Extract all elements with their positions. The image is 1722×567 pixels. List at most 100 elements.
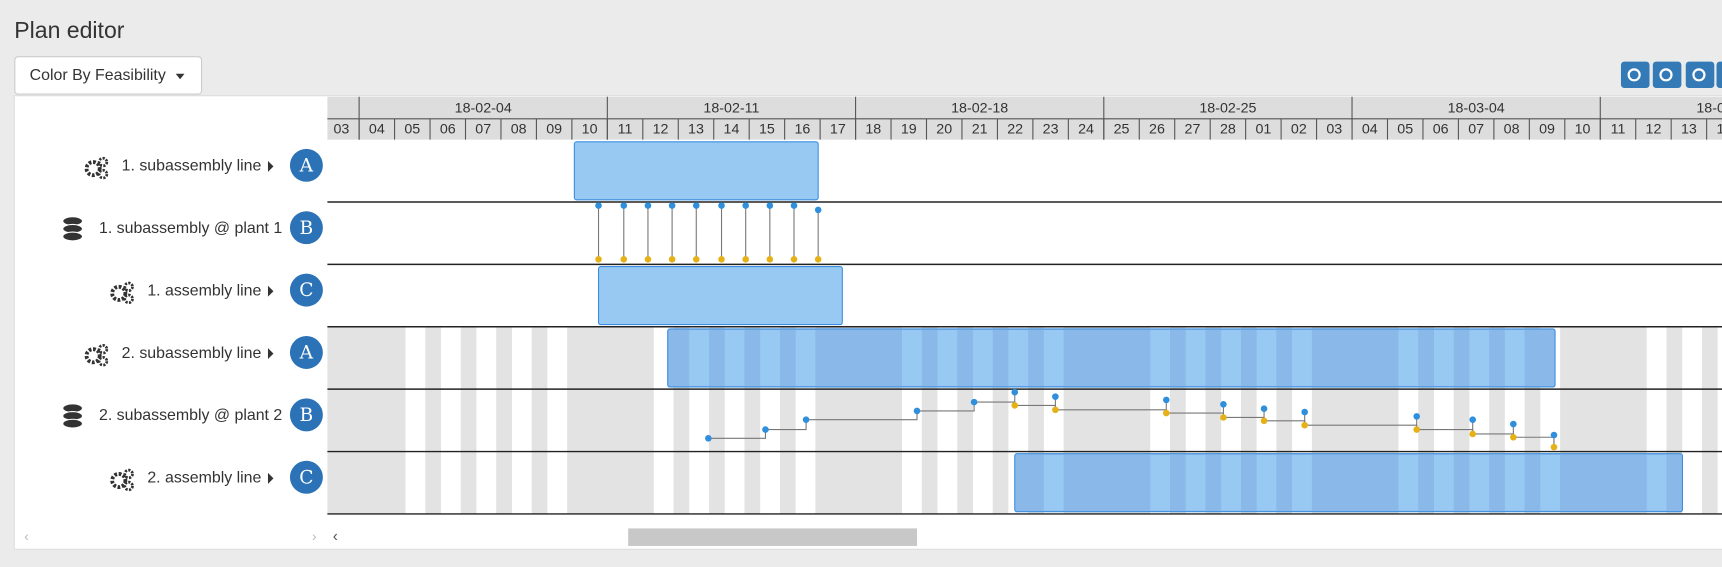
bar-shade xyxy=(1008,330,1029,386)
day-label: 24 xyxy=(1078,122,1094,138)
day-label: 19 xyxy=(901,122,917,138)
expand-caret[interactable] xyxy=(267,348,274,360)
produce-dot xyxy=(802,416,810,423)
bar-shade xyxy=(1398,330,1419,386)
scroll-left[interactable]: ‹ xyxy=(24,529,29,545)
bar-shade xyxy=(724,330,745,386)
badge-letter: C xyxy=(299,280,313,301)
day-label: 18 xyxy=(865,122,881,138)
bar-shade xyxy=(1043,454,1064,511)
bar-shade xyxy=(1504,330,1525,386)
toolbar-icon[interactable] xyxy=(1627,68,1641,82)
operation-bar[interactable] xyxy=(573,141,819,201)
produce-dot xyxy=(1260,405,1268,412)
day-label: 14 xyxy=(724,122,740,138)
day-label: 13 xyxy=(1681,122,1697,138)
badge xyxy=(289,335,323,369)
consume-dot xyxy=(1301,421,1308,429)
expand-caret[interactable] xyxy=(267,285,274,297)
produce-dot xyxy=(1469,416,1476,423)
bar-shade xyxy=(1398,454,1419,511)
bar-shade xyxy=(689,330,710,386)
day-label: 05 xyxy=(1397,122,1413,138)
row-label: 1. subassembly line xyxy=(122,158,262,175)
operation-bar[interactable] xyxy=(1014,453,1684,513)
consume-dot xyxy=(1052,406,1059,414)
consume-dot xyxy=(692,256,700,263)
day-label: 23 xyxy=(1043,122,1059,138)
day-label: 10 xyxy=(582,122,598,138)
operation-bar[interactable] xyxy=(597,266,843,326)
day-label: 12 xyxy=(653,122,669,138)
toolbar-button[interactable] xyxy=(1620,61,1650,89)
produce-dot xyxy=(1510,420,1517,428)
consume-dot xyxy=(790,256,798,263)
gantt: 18-02-04 18-02-11 18-02-18 18-02-25 18-03-04… xyxy=(327,96,1722,515)
toolbar xyxy=(1620,61,1722,89)
day-label: 04 xyxy=(1362,122,1378,138)
produce-dot xyxy=(595,202,602,209)
working-time xyxy=(1717,326,1722,514)
toolbar-button[interactable] xyxy=(1685,61,1715,89)
day-label: 17 xyxy=(830,122,846,138)
button-frame[interactable] xyxy=(14,56,203,95)
expand-caret[interactable] xyxy=(267,160,274,172)
day-label: 15 xyxy=(759,122,775,138)
bar-shade xyxy=(1540,454,1561,511)
bar-shade xyxy=(937,330,958,386)
bar-shade xyxy=(1433,454,1454,511)
consume-dot xyxy=(718,256,725,263)
consume-dot xyxy=(1163,409,1170,417)
week-label: 18-02-18 xyxy=(951,101,1008,117)
day-label: 14 xyxy=(1716,122,1722,138)
toolbar-button[interactable] xyxy=(1716,61,1722,89)
row-label: 1. subassembly @ plant 1 xyxy=(99,220,282,237)
toolbar-icon[interactable] xyxy=(1692,68,1706,82)
operation-bar[interactable] xyxy=(667,328,1556,388)
consume-dot xyxy=(1260,417,1268,425)
week-label: 18-02-04 xyxy=(455,101,512,117)
badge xyxy=(289,211,323,245)
bar-shade xyxy=(1504,454,1525,511)
scroll-thumb[interactable] xyxy=(628,528,918,546)
caret[interactable] xyxy=(175,73,185,80)
day-label: 02 xyxy=(1291,122,1307,138)
working-time xyxy=(511,326,532,514)
working-time xyxy=(476,326,497,514)
bar-shade xyxy=(1469,454,1490,511)
produce-dot xyxy=(718,202,725,209)
gear-icon xyxy=(110,472,128,490)
day-label: 22 xyxy=(1007,122,1023,138)
bar-shade xyxy=(1256,330,1277,386)
scrollbars: ‹ › ‹ xyxy=(24,528,918,546)
consume-dot xyxy=(644,256,652,263)
produce-dot xyxy=(1163,396,1170,404)
day-label: 07 xyxy=(475,122,491,138)
toolbar-icon[interactable] xyxy=(1659,68,1673,82)
bar-shade xyxy=(1292,454,1312,511)
gear-icon xyxy=(97,356,109,367)
working-time xyxy=(405,326,426,514)
gear-icon xyxy=(84,347,102,365)
day-label: 01 xyxy=(1255,122,1271,138)
consume-dot xyxy=(1469,430,1476,438)
scroll-left[interactable]: ‹ xyxy=(333,528,338,545)
expand-caret[interactable] xyxy=(267,472,274,484)
color-button[interactable]: Color By Feasibility xyxy=(14,56,203,95)
week-label: 18-02-25 xyxy=(1199,101,1256,117)
badge xyxy=(289,148,323,182)
day-label: 09 xyxy=(546,122,562,138)
day-label: 04 xyxy=(369,122,385,138)
button-label[interactable]: Color By Feasibility xyxy=(30,67,166,84)
consume-dot xyxy=(595,256,602,263)
scroll-right[interactable]: › xyxy=(312,529,317,545)
produce-dot xyxy=(1301,408,1308,416)
toolbar-button[interactable] xyxy=(1652,61,1682,89)
day-label: 26 xyxy=(1149,122,1165,138)
bar-shade xyxy=(760,330,780,386)
consume-dot xyxy=(1510,433,1517,441)
day-label: 13 xyxy=(688,122,704,138)
day-label: 12 xyxy=(1646,122,1662,138)
day-label: 10 xyxy=(1575,122,1591,138)
